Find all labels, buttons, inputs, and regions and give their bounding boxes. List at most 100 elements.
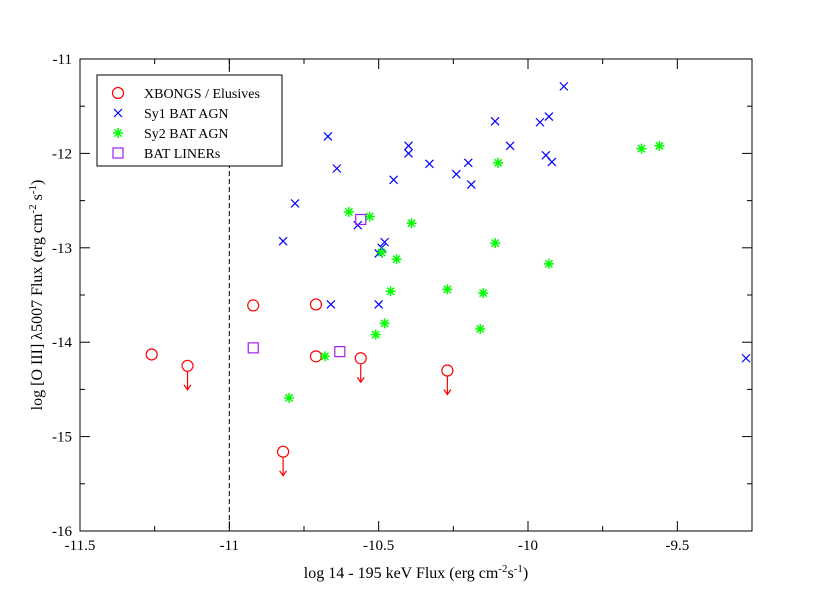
point-asterisk (490, 238, 501, 249)
tick-labels: -11.5 -11 -10.5 -10 -9.5 -16 -15 -14 -13 -12 -11 (52, 52, 689, 554)
point-x (425, 159, 434, 169)
point-square (334, 346, 346, 358)
x-stroke (404, 141, 413, 151)
point-x (326, 300, 336, 309)
asterisk-stroke (386, 287, 395, 296)
point-asterisk (442, 284, 453, 295)
x-stroke (544, 112, 554, 122)
point-x (380, 237, 390, 247)
x-stroke (380, 237, 390, 247)
square-marker (334, 346, 346, 358)
point-x (374, 300, 384, 309)
y-tick-label: -13 (52, 241, 72, 257)
asterisk-stroke (637, 144, 646, 153)
x-tick-label: -11 (220, 538, 239, 554)
legend-marker-asterisk (113, 128, 123, 138)
point-circle (354, 352, 367, 384)
circle-marker (354, 352, 367, 365)
legend-marker-square (112, 147, 124, 159)
asterisk-stroke (407, 219, 416, 228)
point-x (505, 141, 515, 151)
point-x (332, 164, 342, 173)
asterisk-stroke (544, 259, 554, 268)
square-marker (355, 213, 367, 226)
point-asterisk (376, 247, 387, 258)
arrow-head (279, 470, 288, 477)
x-stroke (463, 158, 473, 168)
x-stroke (541, 150, 551, 160)
point-circle (309, 298, 323, 311)
asterisk-stroke (377, 248, 386, 257)
point-x (463, 158, 473, 168)
point-circle (309, 350, 323, 363)
axis-ticks (79, 58, 752, 532)
x-stroke (451, 169, 461, 179)
point-asterisk (475, 323, 486, 334)
x-stroke (374, 300, 384, 309)
point-x (559, 81, 569, 91)
point-circle (276, 445, 290, 477)
x-tick-label: -11.5 (65, 538, 96, 554)
point-asterisk (391, 254, 402, 265)
point-asterisk (406, 218, 417, 229)
x-stroke (559, 81, 569, 91)
asterisk-stroke (443, 285, 452, 294)
point-square (247, 342, 259, 354)
point-asterisk (364, 211, 375, 222)
point-asterisk (385, 286, 396, 297)
point-circle (441, 364, 454, 396)
x-stroke (425, 159, 434, 169)
circle-marker (181, 359, 194, 372)
circle-marker (276, 445, 290, 458)
x-stroke (505, 141, 515, 151)
x-tick-label: -10 (518, 538, 538, 554)
legend-marker-x (113, 108, 123, 118)
point-x (466, 180, 476, 189)
point-asterisk (543, 258, 554, 269)
point-asterisk (370, 329, 381, 340)
point-x (278, 236, 288, 246)
point-x (389, 175, 399, 185)
point-x (535, 117, 545, 127)
point-circle (145, 348, 158, 361)
x-stroke (466, 180, 476, 189)
point-asterisk (343, 206, 354, 217)
asterisk-stroke (371, 330, 380, 339)
x-stroke (353, 220, 363, 230)
point-x (451, 169, 461, 179)
arrow-head (443, 389, 452, 396)
arrow-head (356, 376, 365, 384)
point-asterisk (478, 288, 489, 299)
circle-marker (441, 364, 454, 377)
legend-label: Sy2 BAT AGN (144, 127, 229, 142)
asterisk-stroke (476, 324, 485, 334)
asterisk-stroke (491, 238, 500, 248)
point-x (353, 220, 363, 230)
point-asterisk (379, 318, 390, 329)
point-x (490, 116, 500, 126)
data-points (145, 81, 751, 477)
point-x (404, 141, 413, 151)
asterisk-stroke (479, 288, 488, 298)
asterisk-stroke (655, 141, 664, 150)
asterisk-stroke (284, 393, 294, 403)
point-x (290, 199, 300, 208)
point-asterisk (493, 157, 504, 168)
x-stroke (326, 300, 336, 309)
y-tick-label: -14 (52, 335, 72, 351)
point-circle (181, 359, 194, 391)
circle-marker (309, 298, 323, 311)
asterisk-stroke (380, 319, 389, 328)
legend-items: XBONGS / Elusives Sy1 BAT AGN Sy2 BAT AGN B… (111, 86, 260, 162)
legend: XBONGS / Elusives Sy1 BAT AGN Sy2 BAT AGN B… (96, 74, 283, 167)
legend-box (96, 74, 283, 167)
x-stroke (113, 108, 123, 118)
point-x (404, 148, 413, 158)
point-asterisk (654, 140, 665, 151)
x-tick-label: -10.5 (363, 538, 394, 554)
square-marker (112, 147, 124, 159)
asterisk-stroke (392, 254, 401, 264)
point-x (547, 157, 557, 167)
asterisk-stroke (494, 158, 503, 167)
